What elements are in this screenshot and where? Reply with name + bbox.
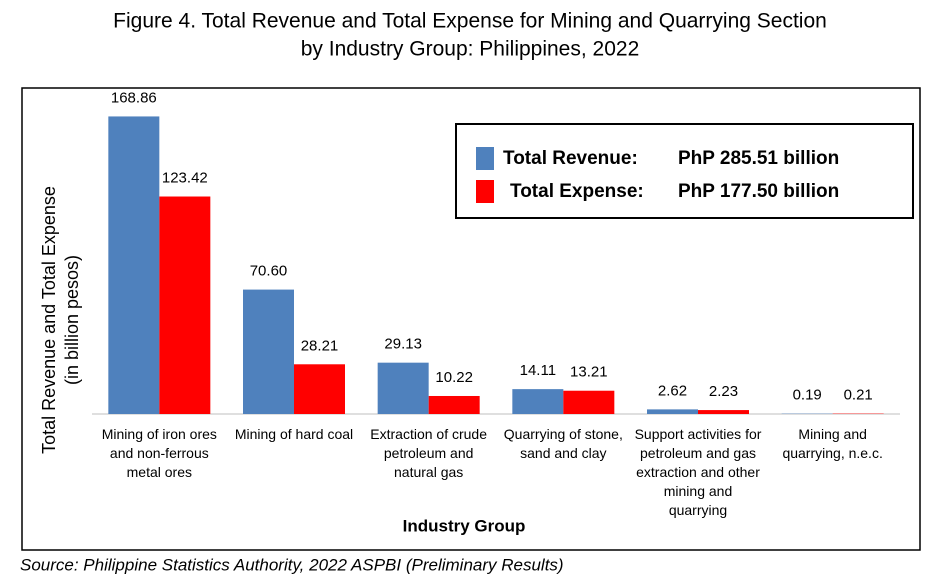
bar — [108, 116, 160, 415]
legend-total: PhP 285.51 billion — [678, 148, 839, 169]
bar — [647, 409, 698, 414]
data-label: 2.23 — [709, 383, 738, 400]
x-tick-label: Mining and quarrying, n.e.c. — [782, 426, 883, 461]
data-label: 2.62 — [658, 382, 687, 399]
data-label: 70.60 — [250, 263, 288, 280]
legend-label: Total Expense: — [510, 181, 644, 202]
chart-title: by Industry Group: Philippines, 2022 — [301, 38, 640, 61]
bar — [377, 362, 429, 414]
bar — [428, 395, 480, 414]
chart-title: Figure 4. Total Revenue and Total Expens… — [113, 10, 827, 33]
x-tick-label: Mining of hard coal — [234, 426, 354, 442]
chart-frame — [21, 87, 921, 551]
data-label: 28.21 — [301, 337, 339, 354]
bar — [159, 196, 211, 414]
bar — [698, 410, 749, 414]
bar — [294, 364, 345, 414]
y-axis-title-line: Total Revenue and Total Expense — [39, 186, 59, 454]
x-tick-label: Quarrying of stone, sand and clay — [503, 426, 623, 461]
legend-swatch — [476, 147, 494, 170]
x-tick-label: Support activities for petroleum and gas… — [634, 426, 762, 518]
data-label: 0.19 — [793, 387, 822, 404]
x-axis-title: Industry Group — [403, 516, 526, 535]
data-label: 10.22 — [435, 369, 473, 386]
legend-total: PhP 177.50 billion — [678, 181, 839, 202]
data-label: 123.42 — [162, 169, 208, 186]
legend-box — [455, 123, 914, 219]
legend-label: Total Revenue: — [503, 148, 638, 169]
data-label: 13.21 — [570, 364, 608, 381]
data-label: 29.13 — [384, 336, 422, 353]
data-label: 0.21 — [844, 387, 873, 404]
bar — [563, 390, 615, 414]
data-label: 168.86 — [111, 89, 157, 106]
y-axis-title: Total Revenue and Total Expense (in bill… — [39, 186, 82, 454]
y-axis-title-line: (in billion pesos) — [62, 255, 82, 385]
bar — [243, 289, 294, 414]
x-tick-label: Mining of iron ores and non-ferrous meta… — [101, 426, 217, 480]
bar — [512, 389, 564, 414]
x-tick-label: Extraction of crude petroleum and natura… — [370, 426, 488, 480]
legend-swatch — [476, 180, 494, 203]
data-label: 14.11 — [520, 362, 556, 379]
source-note: Source: Philippine Statistics Authority,… — [20, 555, 564, 574]
